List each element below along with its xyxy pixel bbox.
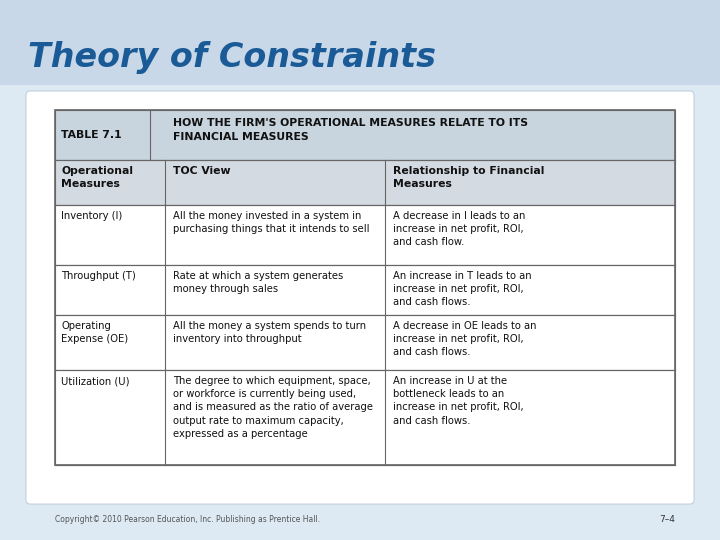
Bar [55, 110, 675, 160]
Text: All the money invested in a system in
purchasing things that it intends to sell: All the money invested in a system in pu… [173, 211, 369, 234]
FancyBboxPatch shape [26, 91, 694, 504]
Text: An increase in T leads to an
increase in net profit, ROI,
and cash flows.: An increase in T leads to an increase in… [393, 271, 531, 307]
Text: Operating
Expense (OE): Operating Expense (OE) [61, 321, 128, 344]
Bar [55, 265, 675, 315]
Text: Inventory (I): Inventory (I) [61, 211, 122, 221]
Bar [55, 370, 675, 465]
Text: TOC View: TOC View [173, 166, 230, 176]
Text: Utilization (U): Utilization (U) [61, 376, 130, 386]
Bar [0, 85, 720, 540]
Text: A decrease in OE leads to an
increase in net profit, ROI,
and cash flows.: A decrease in OE leads to an increase in… [393, 321, 536, 357]
Bar [55, 110, 675, 465]
Text: The degree to which equipment, space,
or workforce is currently being used,
and : The degree to which equipment, space, or… [173, 376, 373, 439]
Bar [0, 0, 720, 85]
Bar [55, 160, 675, 205]
Text: Throughput (T): Throughput (T) [61, 271, 136, 281]
Bar [55, 315, 675, 370]
Text: HOW THE FIRM'S OPERATIONAL MEASURES RELATE TO ITS
FINANCIAL MEASURES: HOW THE FIRM'S OPERATIONAL MEASURES RELA… [173, 118, 528, 142]
Text: Copyright© 2010 Pearson Education, Inc. Publishing as Prentice Hall.: Copyright© 2010 Pearson Education, Inc. … [55, 516, 320, 524]
Text: TABLE 7.1: TABLE 7.1 [61, 130, 122, 140]
Text: Operational
Measures: Operational Measures [61, 166, 133, 189]
Text: An increase in U at the
bottleneck leads to an
increase in net profit, ROI,
and : An increase in U at the bottleneck leads… [393, 376, 523, 426]
Text: Relationship to Financial
Measures: Relationship to Financial Measures [393, 166, 544, 189]
Text: Rate at which a system generates
money through sales: Rate at which a system generates money t… [173, 271, 343, 294]
Bar [55, 205, 675, 265]
Text: Theory of Constraints: Theory of Constraints [28, 42, 436, 75]
Text: All the money a system spends to turn
inventory into throughput: All the money a system spends to turn in… [173, 321, 366, 344]
Text: 7–4: 7–4 [659, 516, 675, 524]
Text: A decrease in I leads to an
increase in net profit, ROI,
and cash flow.: A decrease in I leads to an increase in … [393, 211, 526, 247]
